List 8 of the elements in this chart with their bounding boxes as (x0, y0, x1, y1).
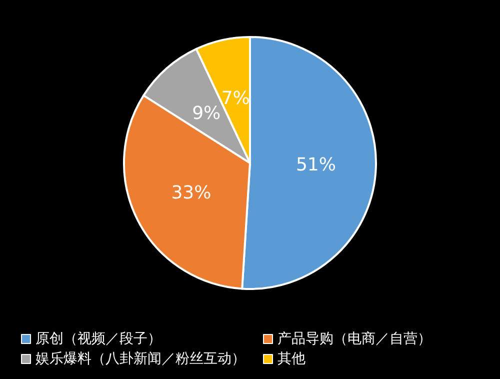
data-label: 7% (221, 88, 250, 110)
data-label: 9% (192, 102, 221, 124)
legend-label: 产品导购（电商／自营） (278, 331, 432, 347)
legend-label: 原创（视频／段子） (36, 331, 162, 347)
data-label: 51% (296, 154, 336, 176)
data-label: 33% (171, 182, 212, 204)
legend-label: 娱乐爆料（八卦新闻／粉丝互动） (36, 351, 246, 367)
legend-label: 其他 (278, 351, 306, 367)
